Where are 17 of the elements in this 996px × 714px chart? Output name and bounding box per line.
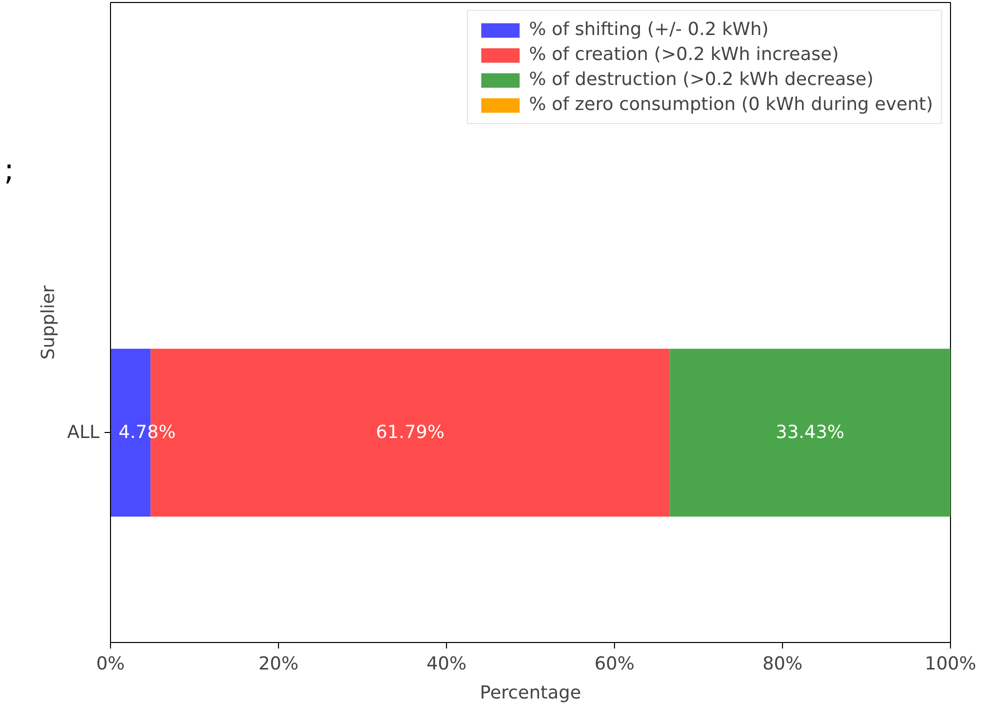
legend-label: % of destruction (>0.2 kWh decrease) <box>528 69 874 90</box>
x-tick-label: 100% <box>924 654 976 674</box>
legend-label: % of creation (>0.2 kWh increase) <box>528 44 839 65</box>
x-tick-label: 60% <box>594 654 635 674</box>
x-tick-label: 40% <box>426 654 467 674</box>
data-label: 61.79% <box>376 422 444 444</box>
x-axis-title: Percentage <box>480 682 582 704</box>
legend-label: % of zero consumption (0 kWh during event) <box>528 94 933 115</box>
data-label: 33.43% <box>776 422 844 444</box>
bar <box>670 348 950 517</box>
y-tick-label: ALL <box>67 422 100 444</box>
y-axis-title: Supplier <box>38 284 60 360</box>
legend-label: % of shifting (+/- 0.2 kWh) <box>528 19 769 40</box>
x-tick-label: 0% <box>96 654 125 674</box>
text: ; <box>4 152 14 190</box>
x-tick-label: 80% <box>762 654 803 674</box>
x-tick-label: 20% <box>258 654 299 674</box>
